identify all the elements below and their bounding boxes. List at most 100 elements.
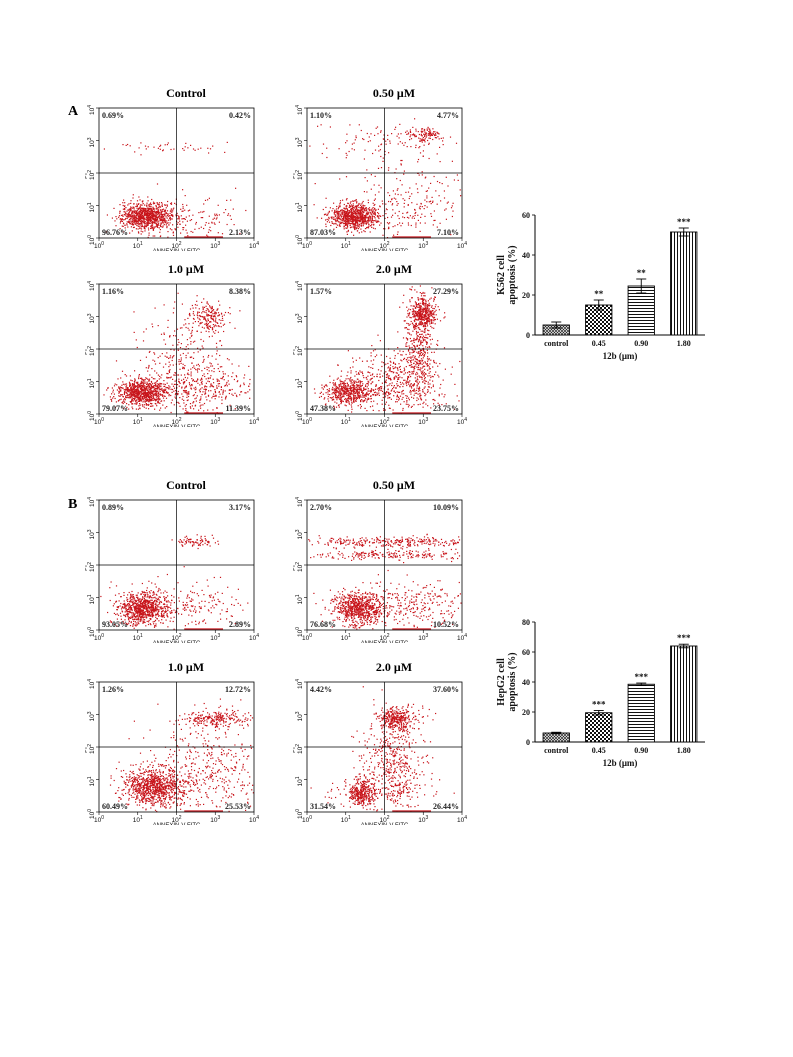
event-dot: [370, 222, 372, 224]
event-dot: [402, 302, 404, 304]
event-dot: [412, 371, 414, 373]
event-dot: [218, 325, 220, 327]
event-dot: [157, 226, 159, 228]
event-dot: [131, 230, 133, 232]
event-dot: [143, 221, 145, 223]
event-dot: [346, 390, 348, 392]
event-dot: [139, 224, 141, 226]
event-dot: [401, 184, 403, 186]
event-dot: [128, 212, 130, 214]
event-dot: [205, 323, 207, 325]
event-dot: [149, 214, 152, 216]
event-dot: [136, 223, 138, 225]
event-dot: [133, 215, 135, 218]
event-dot: [363, 191, 365, 193]
event-dot: [125, 386, 127, 388]
event-dot: [129, 223, 131, 225]
event-dot: [207, 235, 209, 237]
event-dot: [419, 359, 421, 362]
event-dot: [333, 228, 335, 230]
event-dot: [147, 219, 149, 221]
event-dot: [133, 226, 135, 228]
event-dot: [146, 404, 149, 406]
event-dot: [372, 207, 374, 209]
event-dot: [415, 183, 417, 185]
event-dot: [380, 155, 382, 158]
event-dot: [138, 393, 140, 395]
event-dot: [161, 383, 163, 385]
event-dot: [363, 210, 365, 212]
event-dot: [161, 389, 163, 391]
event-dot: [107, 387, 109, 389]
event-dot: [152, 391, 154, 393]
event-dot: [143, 226, 145, 228]
event-dot: [187, 372, 189, 374]
event-dot: [126, 385, 128, 387]
event-dot: [420, 333, 422, 336]
event-dot: [132, 216, 134, 218]
event-dot: [374, 212, 376, 214]
event-dot: [158, 215, 160, 217]
event-dot: [418, 303, 420, 305]
event-dot: [151, 405, 153, 407]
event-dot: [433, 219, 435, 222]
event-dot: [416, 335, 418, 337]
event-dot: [348, 218, 351, 220]
event-dot: [330, 224, 332, 227]
event-dot: [132, 207, 134, 209]
event-dot: [362, 214, 364, 216]
event-dot: [141, 212, 143, 214]
event-dot: [221, 399, 223, 401]
event-dot: [433, 327, 435, 329]
event-dot: [141, 223, 143, 225]
event-dot: [170, 376, 172, 378]
event-dot: [362, 215, 364, 218]
event-dot: [206, 313, 208, 315]
event-dot: [191, 331, 193, 333]
event-dot: [349, 202, 351, 204]
event-dot: [124, 224, 126, 226]
event-dot: [146, 381, 148, 383]
event-dot: [334, 401, 336, 403]
event-dot: [182, 366, 184, 368]
event-dot: [344, 213, 346, 215]
event-dot: [162, 389, 164, 391]
event-dot: [208, 328, 210, 330]
event-dot: [352, 224, 354, 226]
event-dot: [203, 298, 205, 300]
event-dot: [357, 405, 359, 407]
event-dot: [162, 395, 164, 397]
event-dot: [135, 212, 138, 214]
event-dot: [396, 135, 398, 137]
event-dot: [187, 395, 190, 398]
event-dot: [352, 384, 354, 386]
event-dot: [133, 212, 135, 214]
event-dot: [318, 396, 321, 398]
event-dot: [155, 385, 157, 387]
event-dot: [424, 377, 426, 379]
event-dot: [413, 328, 415, 330]
event-dot: [197, 379, 199, 381]
event-dot: [140, 400, 142, 402]
event-dot: [131, 399, 134, 401]
event-dot: [353, 396, 355, 398]
event-dot: [345, 405, 347, 407]
event-dot: [442, 144, 444, 146]
event-dot: [165, 207, 167, 209]
event-dot: [169, 364, 171, 366]
event-dot: [418, 386, 420, 388]
event-dot: [410, 386, 413, 388]
event-dot: [364, 396, 366, 398]
event-dot: [148, 403, 150, 405]
event-dot: [417, 297, 419, 299]
event-dot: [373, 220, 375, 222]
event-dot: [147, 392, 149, 394]
event-dot: [134, 381, 136, 383]
event-dot: [168, 224, 170, 226]
event-dot: [167, 231, 169, 233]
event-dot: [389, 194, 391, 197]
event-dot: [204, 388, 206, 390]
quadrant-ur-value: 0.42%: [229, 111, 251, 120]
event-dot: [203, 410, 205, 412]
event-dot: [418, 360, 420, 362]
